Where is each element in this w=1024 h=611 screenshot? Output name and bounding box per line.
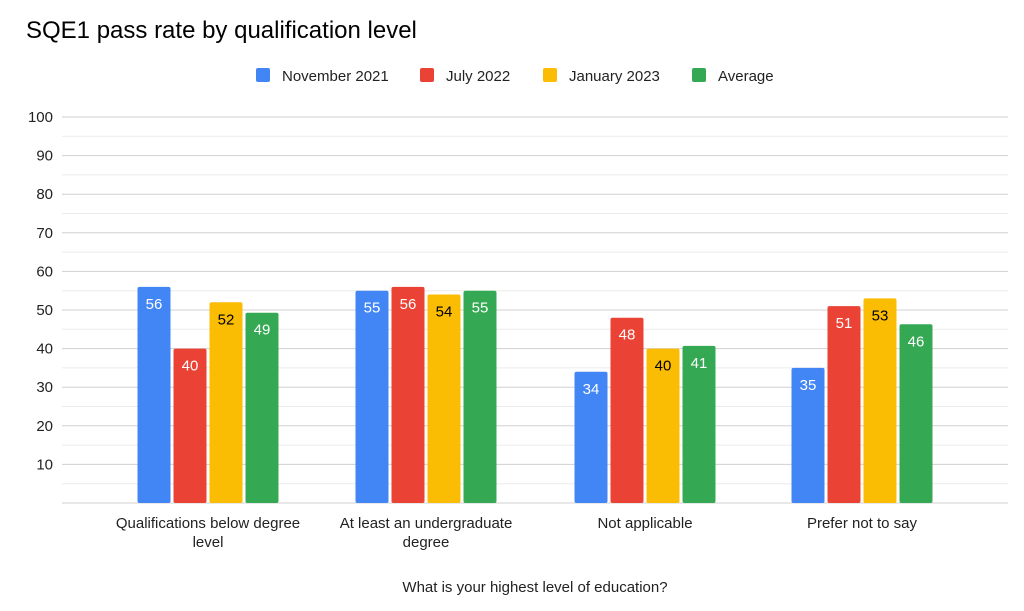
x-tick-label: level (193, 534, 224, 551)
bar (391, 286, 425, 503)
legend-label: July 2022 (446, 68, 510, 85)
data-label: 51 (836, 315, 853, 332)
bar (646, 348, 680, 503)
legend-swatch (543, 68, 557, 82)
x-tick-label: Not applicable (597, 515, 692, 532)
data-label: 35 (800, 377, 817, 394)
data-label: 48 (619, 327, 636, 344)
legend-swatch (256, 68, 270, 82)
y-tick-label: 80 (36, 186, 53, 203)
y-tick-label: 90 (36, 148, 53, 165)
legend-label: Average (718, 68, 774, 85)
bar (427, 294, 461, 503)
legend-label: November 2021 (282, 68, 389, 85)
data-label: 40 (655, 358, 672, 375)
y-axis: 10 20 30 40 50 60 70 80 90 100 (28, 109, 53, 473)
y-tick-label: 70 (36, 225, 53, 242)
bar (791, 367, 825, 503)
bar (574, 371, 608, 503)
x-tick-label: Qualifications below degree (116, 515, 300, 532)
y-tick-label: 40 (36, 341, 53, 358)
chart-title: SQE1 pass rate by qualification level (26, 17, 417, 44)
x-axis-label: What is your highest level of education? (402, 579, 667, 596)
x-tick-label: At least an undergraduate (340, 515, 513, 532)
data-label: 56 (400, 296, 417, 313)
x-tick-label: degree (403, 534, 450, 551)
legend-swatch (692, 68, 706, 82)
bar (463, 290, 497, 503)
y-tick-label: 60 (36, 263, 53, 280)
data-label: 46 (908, 333, 925, 350)
bar (863, 298, 897, 503)
bar (827, 306, 861, 503)
bar (173, 348, 207, 503)
data-label: 34 (583, 381, 600, 398)
y-tick-label: 100 (28, 109, 53, 126)
bar (899, 324, 933, 503)
bar (245, 312, 279, 503)
data-label: 41 (691, 355, 708, 372)
legend: November 2021 July 2022 January 2023 Averag… (256, 68, 774, 85)
data-label: 55 (364, 300, 381, 317)
y-tick-label: 50 (36, 302, 53, 319)
bars: 56 40 52 49 55 56 54 55 34 48 40 41 35 51 53 46 (137, 286, 933, 503)
y-tick-label: 10 (36, 456, 53, 473)
data-label: 40 (182, 358, 199, 375)
data-label: 53 (872, 307, 889, 324)
y-tick-label: 20 (36, 418, 53, 435)
bar (682, 345, 716, 503)
x-axis: Qualifications below degree level At least… (116, 515, 918, 551)
data-label: 52 (218, 311, 235, 328)
legend-swatch (420, 68, 434, 82)
legend-label: January 2023 (569, 68, 660, 85)
data-label: 54 (436, 304, 453, 321)
bar (137, 286, 171, 503)
data-label: 56 (146, 296, 163, 313)
bar (355, 290, 389, 503)
bar (610, 317, 644, 503)
bar (209, 302, 243, 503)
data-label: 55 (472, 300, 489, 317)
data-label: 49 (254, 322, 271, 339)
x-tick-label: Prefer not to say (807, 515, 918, 532)
y-tick-label: 30 (36, 379, 53, 396)
